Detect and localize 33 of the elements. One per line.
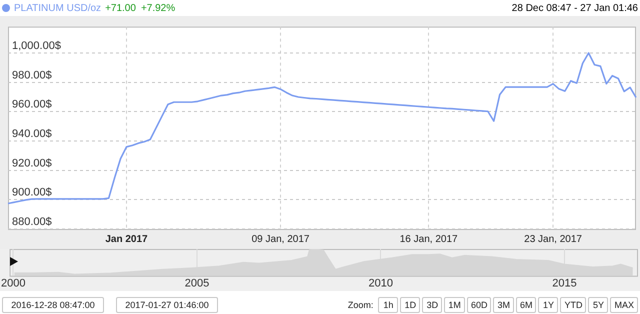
x-tick-label: 09 Jan, 2017: [252, 234, 310, 245]
y-tick-label: 920.00$: [12, 157, 52, 170]
text: 3D: [422, 297, 442, 313]
y-tick-label: 980.00$: [12, 69, 52, 82]
x-tick-label: 2010: [368, 277, 393, 290]
text: 5Y: [588, 297, 608, 313]
text: 3M: [493, 297, 514, 313]
text: 1D: [400, 297, 420, 313]
text: +7.92%: [140, 2, 176, 14]
y-tick-label: 1,000.00$: [12, 40, 61, 52]
y-tick-label: 940.00$: [12, 128, 52, 140]
y-tick-label: 880.00$: [12, 216, 52, 228]
text: 60D: [466, 297, 492, 313]
text: 28 Dec 08:47 - 27 Jan 01:46: [512, 2, 638, 14]
x-tick-label: 16 Jan, 2017: [400, 234, 458, 245]
text: Zoom:: [348, 300, 374, 310]
x-tick-label: 2000: [0, 277, 26, 290]
text: 1h: [378, 297, 398, 313]
y-tick-label: 900.00$: [12, 186, 52, 199]
text: 1M: [444, 297, 465, 313]
text: 2016-12-28 08:47:00: [2, 297, 104, 313]
x-tick-label: 2015: [552, 277, 577, 290]
text: MAX: [610, 297, 638, 313]
y-tick-label: 960.00$: [12, 98, 52, 111]
text: +71.00: [105, 2, 136, 14]
text: 6M: [516, 297, 536, 313]
text: 2017-01-27 01:46:00: [116, 297, 218, 313]
x-tick-label: Jan 2017: [105, 234, 148, 245]
legend-label: PLATINUM USD/oz: [14, 2, 102, 14]
x-tick-label: 23 Jan, 2017: [524, 234, 582, 245]
text: 1Y: [538, 297, 558, 313]
x-tick-label: 2005: [184, 277, 210, 290]
text: YTD: [560, 297, 586, 313]
